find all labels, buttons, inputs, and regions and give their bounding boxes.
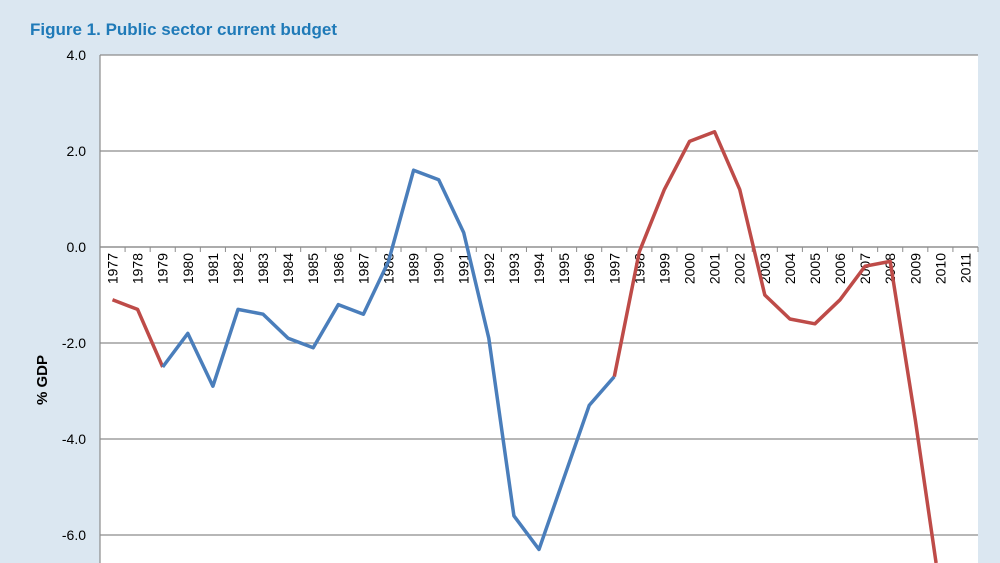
- x-tick-label: 1987: [355, 253, 371, 284]
- y-tick-label: 0.0: [67, 239, 87, 255]
- x-tick-label: 2006: [832, 253, 848, 284]
- y-tick-label: -2.0: [62, 335, 86, 351]
- series-line-segment: [612, 130, 938, 563]
- x-tick-label: 1993: [506, 253, 522, 284]
- x-tick-label: 2000: [682, 253, 698, 284]
- x-tick-label: 2010: [932, 253, 948, 284]
- x-tick-label: 1990: [431, 253, 447, 284]
- x-tick-label: 2002: [732, 253, 748, 284]
- x-tick-label: 1980: [180, 253, 196, 284]
- chart-title: Figure 1. Public sector current budget: [30, 20, 337, 39]
- x-tick-label: 2005: [807, 253, 823, 284]
- x-tick-label: 2001: [707, 253, 723, 284]
- x-tick-label: 1985: [305, 253, 321, 284]
- x-tick-label: 1983: [255, 253, 271, 284]
- y-axis-label: % GDP: [34, 355, 51, 405]
- x-tick-label: 2009: [907, 253, 923, 284]
- x-tick-label: 1996: [581, 253, 597, 284]
- x-tick-label: 1994: [531, 253, 547, 284]
- y-tick-label: -6.0: [62, 527, 86, 543]
- plot-area: [100, 55, 978, 563]
- x-tick-label: 1982: [230, 253, 246, 284]
- y-tick-label: 4.0: [67, 47, 87, 63]
- x-tick-label: 1999: [656, 253, 672, 284]
- x-tick-label: 2004: [782, 253, 798, 284]
- x-tick-label: 2011: [957, 253, 973, 283]
- x-tick-label: 1992: [481, 253, 497, 284]
- x-tick-label: 1997: [606, 253, 622, 284]
- y-tick-label: -4.0: [62, 431, 86, 447]
- x-tick-label: 1989: [406, 253, 422, 284]
- x-tick-label: 1995: [556, 253, 572, 284]
- x-tick-label: 1978: [130, 253, 146, 284]
- x-tick-label: 1981: [205, 253, 221, 284]
- x-tick-label: 1984: [280, 253, 296, 284]
- x-tick-label: 1986: [330, 253, 346, 284]
- x-tick-label: 1991: [456, 253, 472, 284]
- series-line-segment: [161, 168, 616, 552]
- x-tick-label: 1979: [155, 253, 171, 284]
- x-tick-label: 1977: [105, 253, 121, 284]
- y-tick-label: 2.0: [67, 143, 87, 159]
- x-tick-label: 1988: [380, 253, 396, 284]
- series-line-segment: [111, 298, 165, 368]
